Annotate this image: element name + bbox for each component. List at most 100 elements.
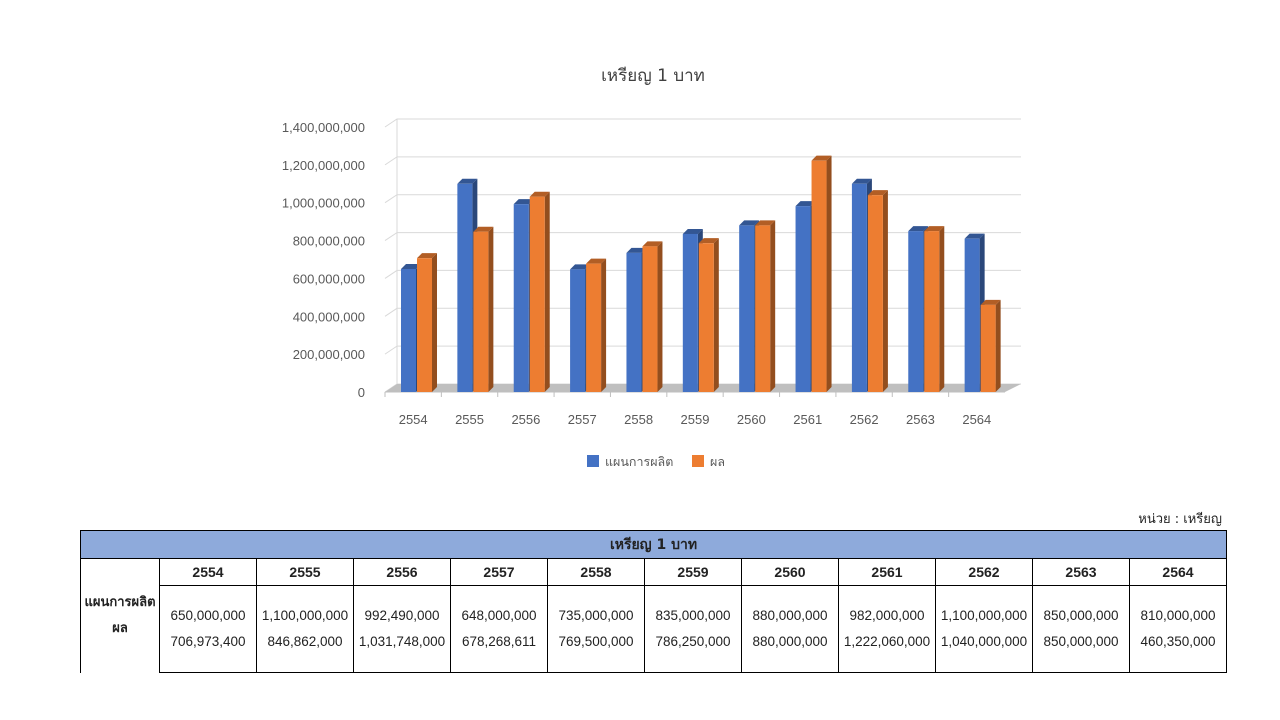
- table-year-row: แผนการผลิต ผล 2554 2555 2556 2557 2558 2559 25…: [80, 558, 1228, 673]
- table-cell-2560: 880,000,000 880,000,000: [741, 585, 839, 673]
- y-axis-ticks: 0 200,000,000 400,000,000 600,000,000 800,00…: [282, 120, 365, 400]
- bar-2555-actual: [473, 226, 494, 392]
- unit-note: หน่วย : เหรียญ: [1138, 512, 1222, 527]
- plan-value: 1,100,000,000: [261, 608, 349, 623]
- bar-front: [586, 263, 602, 392]
- data-table: เหรียญ 1 บาท แผนการผลิต ผล 2554 2555 2556 2…: [79, 530, 1228, 673]
- table-title-row: เหรียญ 1 บาท: [79, 530, 1228, 559]
- plan-value: 880,000,000: [752, 608, 828, 623]
- bar-chart: 0 200,000,000 400,000,000 600,000,000 800,00…: [282, 118, 1021, 469]
- x-tick-label: 2554: [399, 412, 428, 427]
- bar-top: [529, 191, 550, 197]
- plan-value: 810,000,000: [1140, 608, 1216, 623]
- bar-side: [882, 190, 888, 392]
- bar-side: [939, 226, 945, 392]
- bar-front: [851, 183, 867, 392]
- bar-front: [513, 204, 529, 392]
- bar-top: [924, 226, 945, 232]
- bar-top: [811, 155, 832, 161]
- table-cell-2554: 650,000,000 706,973,400: [159, 585, 257, 673]
- bar-top: [867, 190, 888, 196]
- y-tick-label: 400,000,000: [293, 309, 365, 324]
- plan-value: 1,100,000,000: [940, 608, 1028, 623]
- bar-front: [980, 304, 996, 392]
- bar-side: [995, 299, 1001, 392]
- bar-top: [626, 247, 647, 253]
- legend-label: ผล: [710, 454, 725, 469]
- bar-side: [544, 191, 550, 392]
- bar-side: [488, 226, 494, 392]
- y-tick-label: 800,000,000: [293, 234, 365, 249]
- bar-front: [698, 243, 714, 392]
- table-cell-2557: 648,000,000 678,268,611: [450, 585, 548, 673]
- bar-top: [739, 220, 760, 226]
- y-tick-label: 1,400,000,000: [282, 120, 365, 135]
- bar-top: [457, 178, 478, 184]
- legend-label: แผนการผลิต: [605, 454, 673, 469]
- bar-front: [924, 231, 940, 392]
- plan-value: 850,000,000: [1043, 608, 1119, 623]
- y-tick-label: 600,000,000: [293, 271, 365, 286]
- bar-top: [755, 220, 776, 226]
- bar-2554-actual: [417, 253, 437, 392]
- bar-2559-actual: [698, 238, 719, 392]
- bar-front: [417, 258, 432, 392]
- y-tick-label: 200,000,000: [293, 347, 365, 362]
- legend-swatch: [587, 455, 599, 467]
- table-year-2562: 2562: [935, 558, 1033, 586]
- row-label-actual: ผล: [112, 620, 128, 636]
- table-year-2555: 2555: [256, 558, 354, 586]
- bar-front: [642, 246, 658, 392]
- x-tick-label: 2557: [568, 412, 597, 427]
- bar-front: [457, 183, 473, 392]
- bar-side: [657, 241, 663, 392]
- legend-swatch: [692, 455, 704, 467]
- bar-front: [401, 268, 416, 392]
- grid-line: [384, 156, 1021, 166]
- bar-top: [473, 226, 494, 232]
- bar-top: [698, 238, 719, 244]
- bar-side: [713, 238, 719, 392]
- bar-front: [473, 231, 489, 392]
- actual-value: 1,031,748,000: [358, 634, 446, 649]
- bar-front: [795, 206, 811, 392]
- table-row-labels: แผนการผลิต ผล: [80, 558, 160, 673]
- bar-2564-actual: [980, 299, 1001, 392]
- actual-value: 460,350,000: [1140, 634, 1216, 649]
- bar-2561-actual: [811, 155, 832, 392]
- bar-top: [642, 241, 663, 247]
- bar-top: [851, 178, 872, 184]
- bar-top: [908, 226, 929, 232]
- bar-top: [795, 201, 816, 207]
- table-year-2564: 2564: [1128, 558, 1228, 586]
- bar-top: [980, 299, 1001, 305]
- bar-side: [432, 253, 437, 392]
- plan-value: 992,490,000: [364, 608, 440, 623]
- bar-2557-actual: [586, 258, 607, 392]
- x-tick-label: 2561: [793, 412, 822, 427]
- table-title: เหรียญ 1 บาท: [79, 530, 1228, 559]
- bar-front: [867, 195, 883, 392]
- plan-value: 650,000,000: [170, 608, 246, 623]
- actual-value: 706,973,400: [170, 634, 246, 649]
- actual-value: 678,268,611: [461, 634, 537, 649]
- table-year-2558: 2558: [547, 558, 645, 586]
- y-tick-label: 1,200,000,000: [282, 158, 365, 173]
- bar-2556-actual: [529, 191, 550, 392]
- table-year-2560: 2560: [741, 558, 839, 586]
- table-year-2557: 2557: [450, 558, 548, 586]
- plan-value: 835,000,000: [655, 608, 731, 623]
- bar-2560-actual: [755, 220, 776, 392]
- x-tick-label: 2559: [681, 412, 710, 427]
- table-cell-2555: 1,100,000,000 846,862,000: [256, 585, 354, 673]
- table-cell-2563: 850,000,000 850,000,000: [1032, 585, 1130, 673]
- table-cell-2562: 1,100,000,000 1,040,000,000: [935, 585, 1033, 673]
- legend: แผนการผลิต ผล: [587, 454, 725, 469]
- bar-top: [570, 264, 591, 270]
- x-axis-ticks: 2554 2555 2556 2557 2558 2559 2560 2561 2562 2563…: [384, 392, 991, 427]
- bar-top: [401, 263, 421, 269]
- chart-title: เหรียญ 1 บาท: [601, 66, 705, 86]
- bar-top: [586, 258, 607, 264]
- row-label-plan: แผนการผลิต: [84, 594, 156, 610]
- bar-front: [570, 269, 586, 392]
